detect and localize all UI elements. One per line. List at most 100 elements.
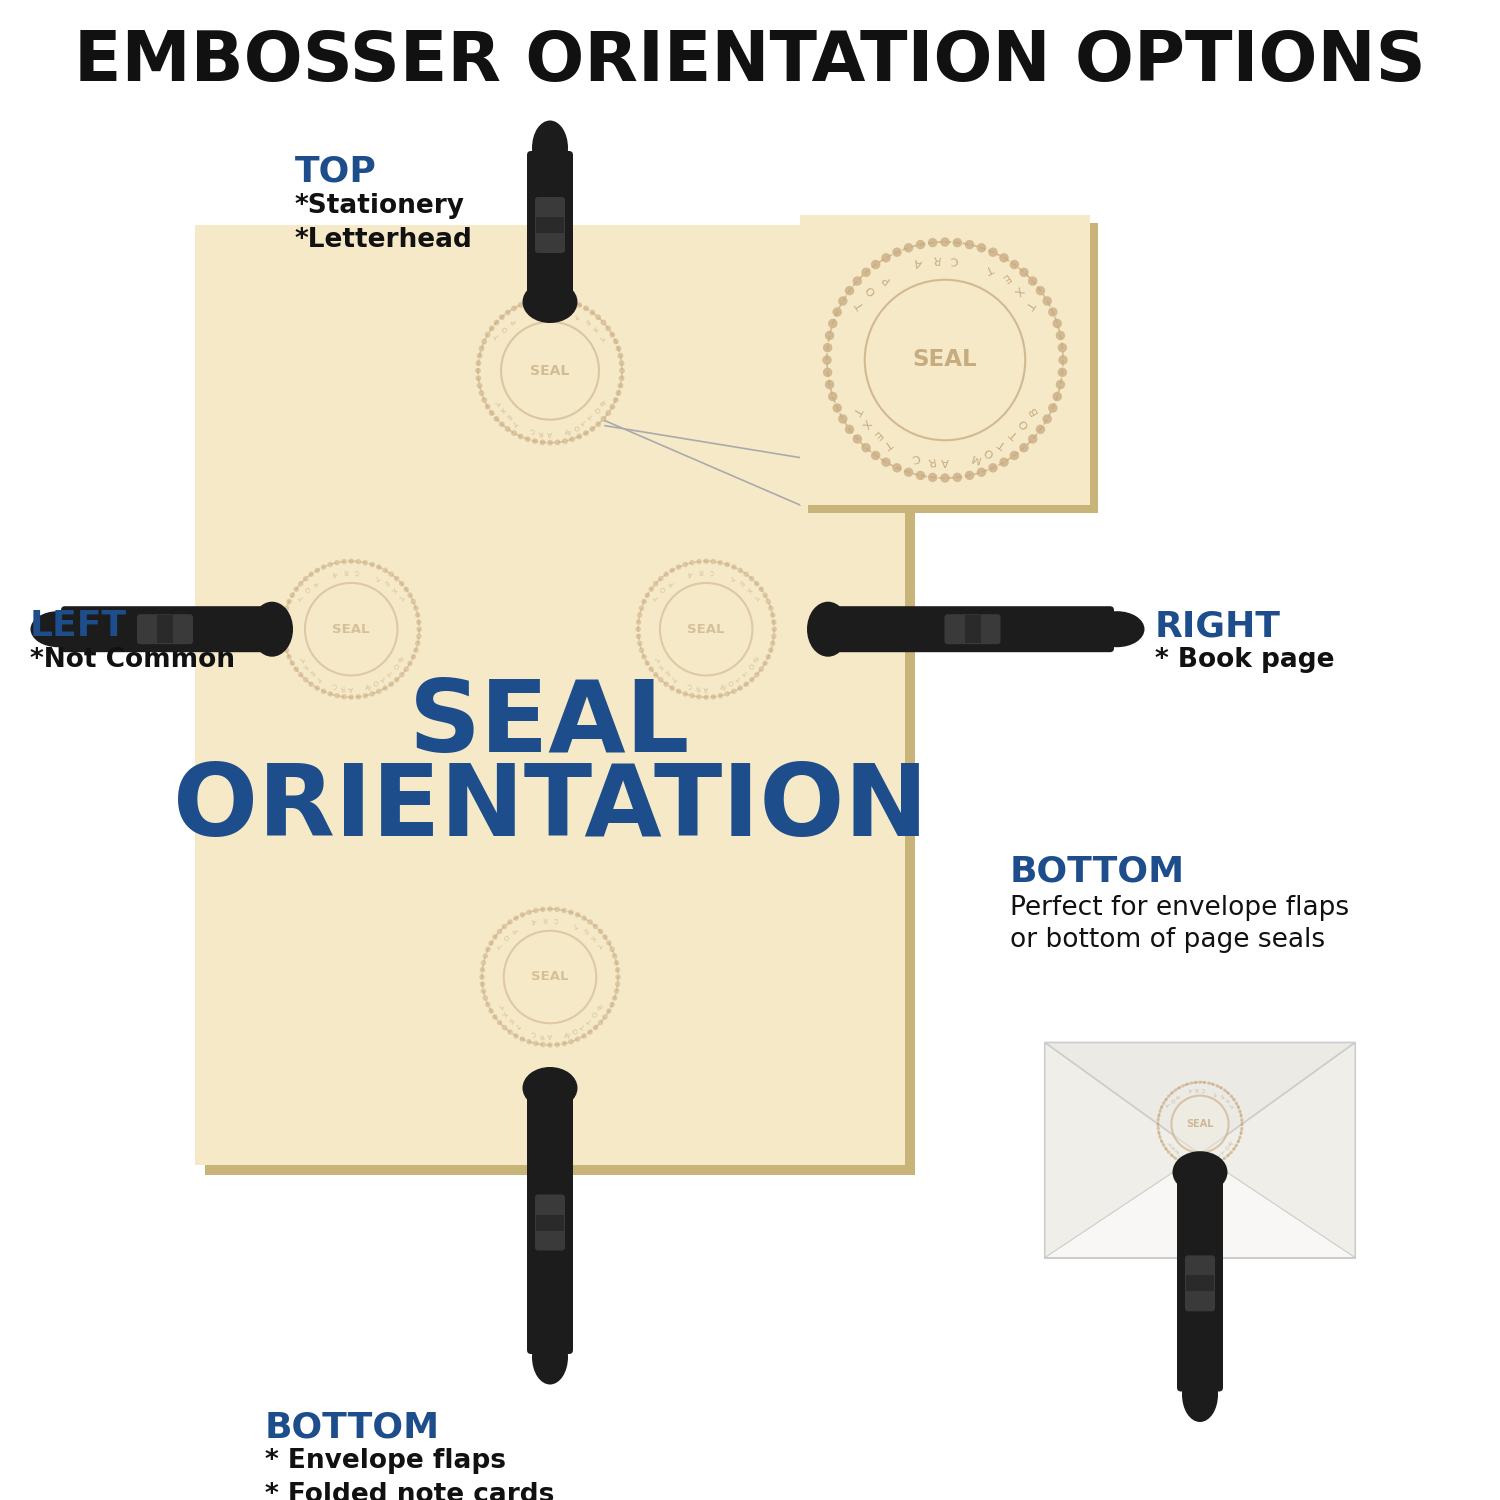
Circle shape (369, 692, 375, 696)
Circle shape (348, 694, 354, 700)
Text: B: B (753, 656, 760, 662)
Circle shape (286, 598, 292, 604)
Text: O: O (728, 678, 735, 686)
Circle shape (489, 1008, 494, 1014)
Text: R: R (542, 915, 548, 922)
Circle shape (526, 1040, 531, 1044)
Circle shape (952, 238, 962, 248)
Circle shape (1028, 433, 1038, 444)
Circle shape (540, 1042, 546, 1047)
Circle shape (413, 648, 419, 652)
Text: BOTTOM: BOTTOM (1010, 855, 1185, 889)
Circle shape (1215, 1084, 1219, 1088)
Circle shape (327, 562, 333, 567)
Circle shape (309, 681, 314, 687)
Text: M: M (1208, 1155, 1214, 1162)
Circle shape (828, 392, 837, 400)
Circle shape (482, 960, 486, 966)
Text: C: C (909, 452, 921, 464)
Circle shape (309, 572, 314, 578)
Circle shape (609, 946, 615, 952)
Circle shape (952, 472, 962, 482)
Text: T: T (1221, 1148, 1227, 1154)
Circle shape (1194, 1082, 1197, 1084)
Circle shape (824, 368, 833, 376)
Text: T: T (492, 398, 500, 405)
Circle shape (1173, 1089, 1178, 1092)
Circle shape (1162, 1143, 1166, 1148)
Text: M: M (564, 426, 572, 433)
Circle shape (519, 1036, 525, 1042)
Circle shape (748, 676, 754, 682)
Circle shape (1215, 1161, 1219, 1164)
Circle shape (762, 592, 768, 598)
Circle shape (606, 1008, 612, 1014)
Circle shape (480, 975, 484, 980)
Circle shape (576, 433, 582, 439)
Text: C: C (950, 254, 958, 264)
Text: P: P (1176, 1092, 1182, 1098)
Circle shape (416, 640, 420, 646)
Circle shape (1222, 1156, 1227, 1160)
Circle shape (1240, 1122, 1244, 1126)
Bar (1186, 1275, 1214, 1292)
Text: Perfect for envelope flaps: Perfect for envelope flaps (1010, 896, 1348, 921)
Circle shape (614, 339, 618, 345)
Text: T: T (1166, 1140, 1172, 1144)
Circle shape (532, 908, 538, 914)
Text: B: B (597, 1002, 604, 1010)
Circle shape (1156, 1118, 1160, 1122)
Text: C: C (528, 426, 536, 433)
Circle shape (1233, 1098, 1236, 1101)
Text: SEAL: SEAL (912, 348, 978, 372)
Circle shape (376, 564, 381, 570)
Bar (536, 1215, 564, 1230)
Circle shape (711, 694, 716, 699)
Circle shape (518, 433, 524, 439)
Circle shape (492, 1014, 498, 1020)
Circle shape (507, 920, 513, 924)
Circle shape (480, 968, 484, 972)
Text: O: O (374, 678, 381, 686)
FancyBboxPatch shape (945, 614, 1000, 644)
Circle shape (506, 426, 510, 432)
Circle shape (609, 1002, 615, 1008)
Text: T: T (598, 333, 606, 340)
Circle shape (852, 433, 862, 444)
FancyBboxPatch shape (136, 614, 194, 644)
Circle shape (669, 567, 675, 573)
Text: C: C (1186, 1156, 1192, 1161)
Circle shape (771, 620, 777, 626)
Text: C: C (686, 681, 692, 688)
Circle shape (642, 654, 646, 660)
Circle shape (645, 660, 650, 666)
Text: R: R (932, 254, 940, 264)
Circle shape (738, 567, 742, 573)
Text: X: X (1168, 1143, 1174, 1149)
Text: C: C (332, 681, 338, 688)
Circle shape (590, 426, 596, 432)
Circle shape (648, 666, 654, 672)
Circle shape (1164, 1098, 1167, 1101)
Circle shape (548, 906, 552, 912)
Circle shape (1198, 1080, 1202, 1084)
Circle shape (690, 560, 694, 566)
Circle shape (825, 330, 834, 340)
Text: A: A (531, 308, 537, 315)
Circle shape (609, 404, 615, 410)
Circle shape (562, 297, 568, 303)
Circle shape (570, 300, 574, 304)
Circle shape (759, 666, 764, 672)
Circle shape (484, 1002, 490, 1008)
Circle shape (548, 1042, 552, 1047)
Circle shape (928, 238, 938, 248)
Circle shape (1212, 1162, 1215, 1166)
Circle shape (399, 672, 405, 678)
Text: *Not Common: *Not Common (30, 646, 236, 674)
Circle shape (584, 306, 590, 310)
Circle shape (999, 458, 1008, 466)
Circle shape (1233, 1148, 1236, 1150)
Circle shape (600, 320, 606, 326)
Circle shape (342, 560, 346, 564)
Circle shape (1048, 308, 1058, 316)
